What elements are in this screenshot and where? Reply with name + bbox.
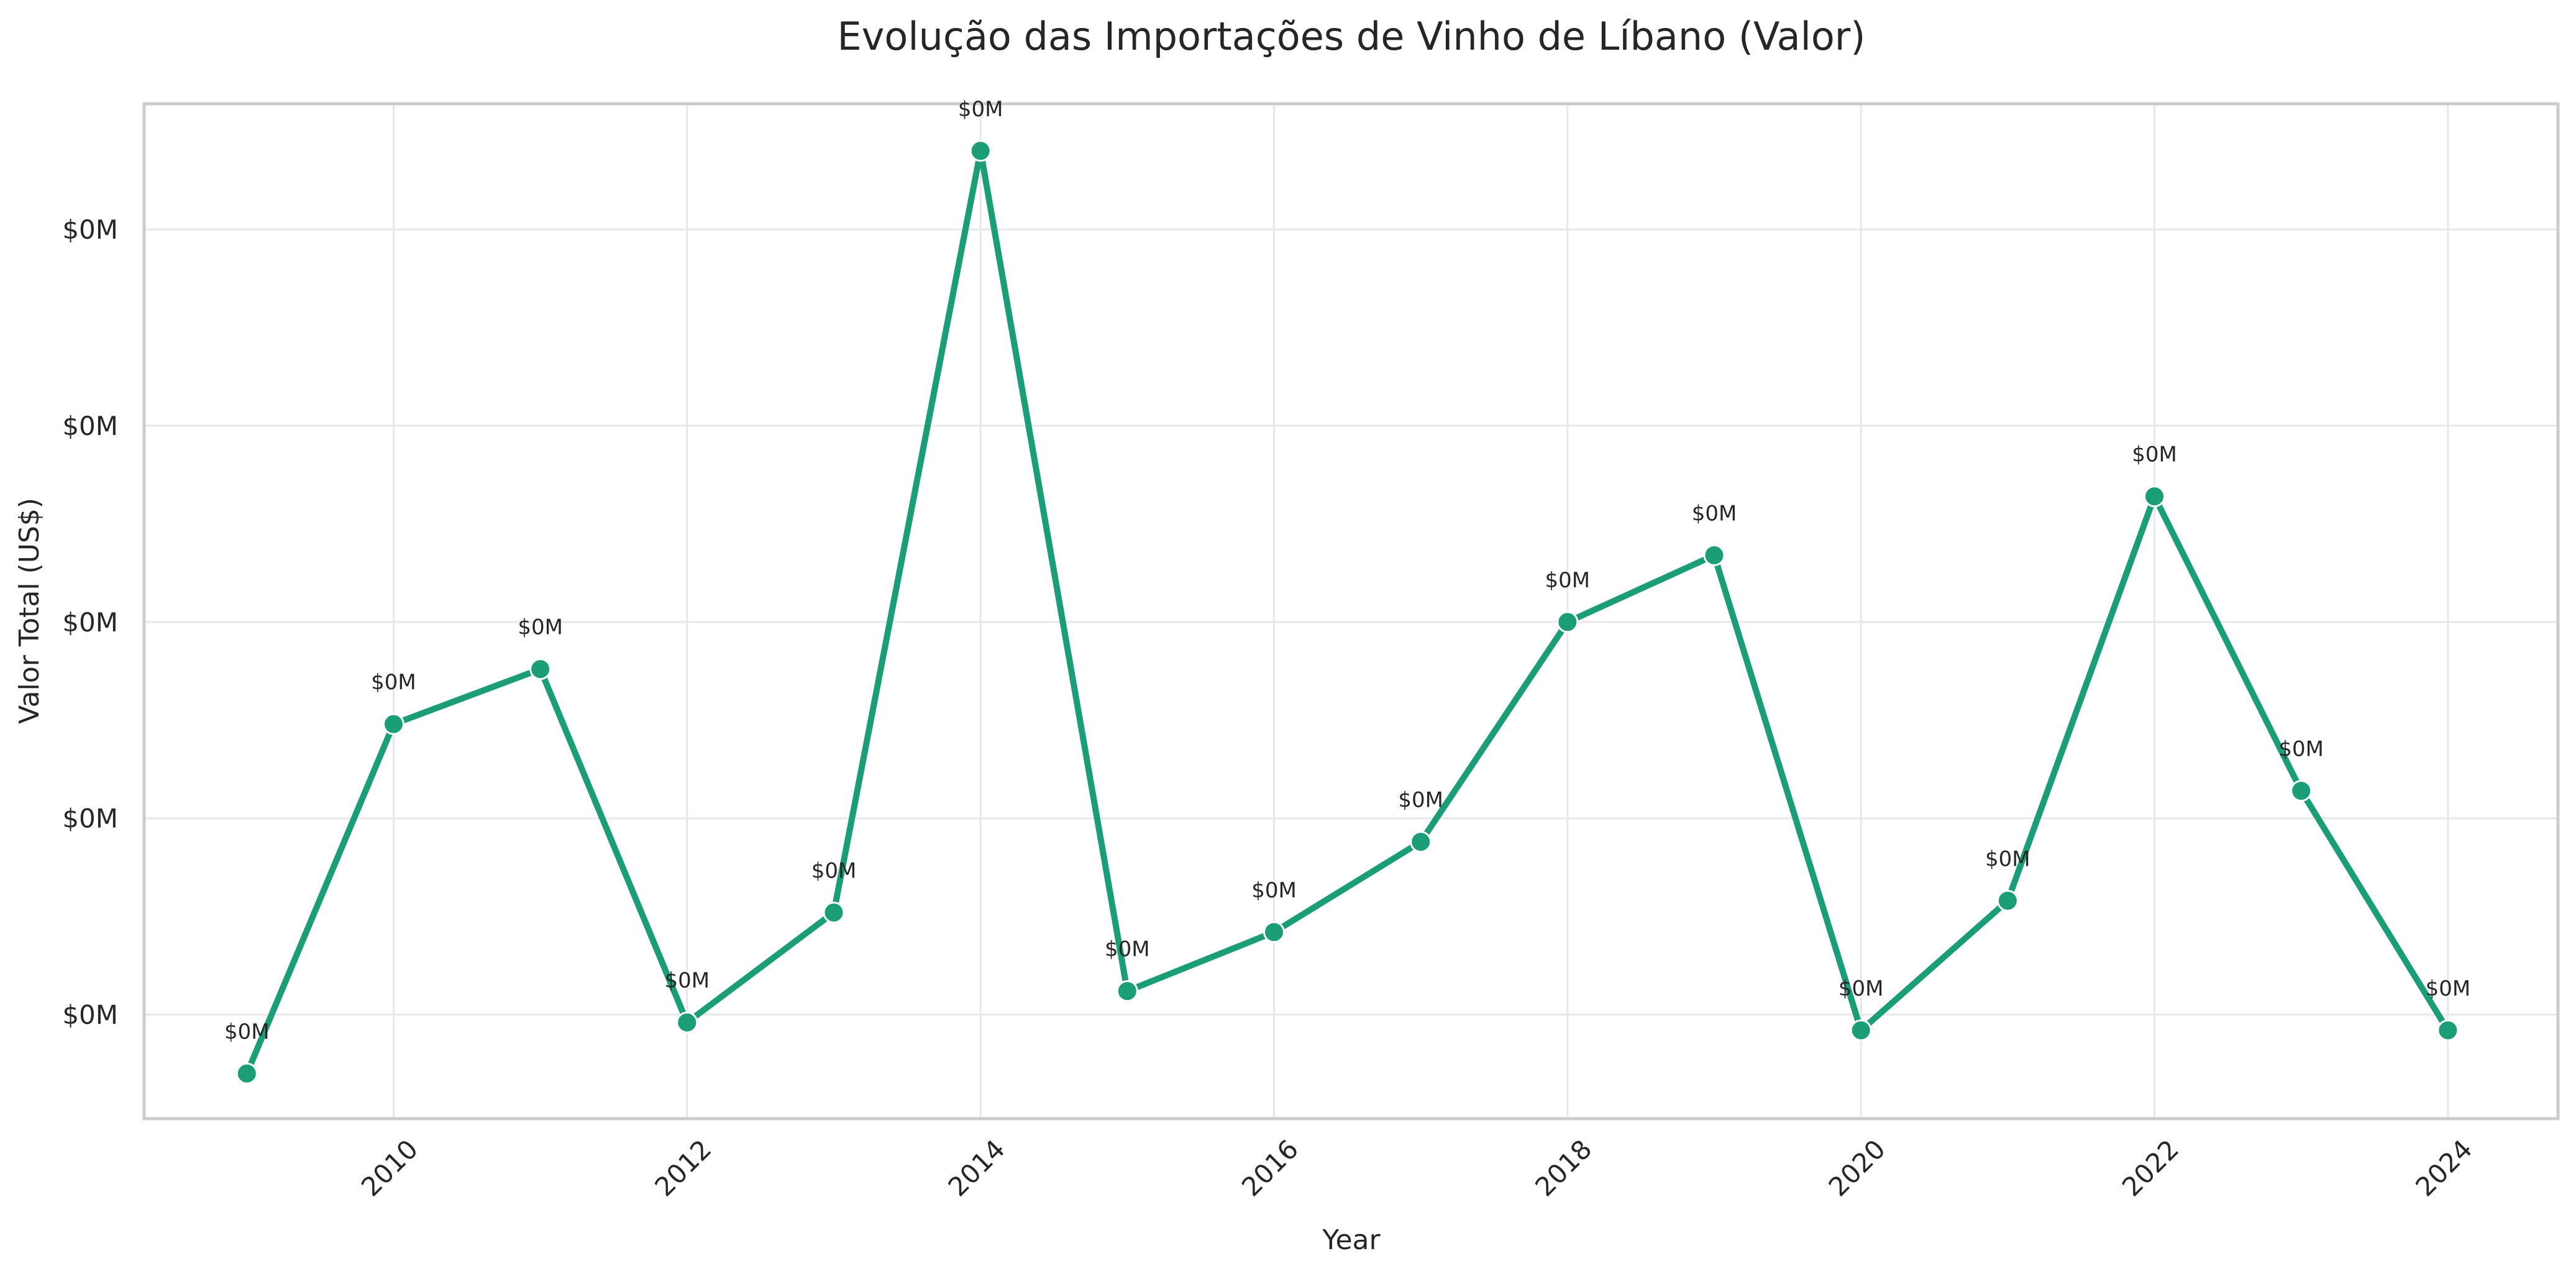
data-point bbox=[2144, 485, 2166, 508]
data-point-label: $0M bbox=[1985, 846, 2030, 871]
data-point-label: $0M bbox=[2132, 442, 2177, 467]
tick-layer: 2010 2012 2014 2016 2018 2020 2022 2024 $0M $0M $0… bbox=[62, 214, 2478, 1202]
data-point bbox=[235, 1062, 258, 1084]
x-tick-label: 2012 bbox=[649, 1134, 717, 1202]
data-point bbox=[1996, 889, 2019, 912]
data-point-label: $0M bbox=[1105, 937, 1150, 962]
data-point bbox=[676, 1011, 698, 1033]
data-point bbox=[1410, 831, 1432, 853]
data-point bbox=[1556, 611, 1579, 633]
data-point bbox=[1116, 980, 1138, 1002]
y-tick-label: $0M bbox=[62, 214, 118, 245]
data-point-label: $0M bbox=[811, 858, 857, 883]
x-axis-label: Year bbox=[1322, 1224, 1381, 1256]
data-point-label: $0M bbox=[1838, 976, 1884, 1001]
data-point bbox=[1850, 1019, 1872, 1042]
data-point-label: $0M bbox=[2278, 737, 2324, 762]
x-tick-label: 2014 bbox=[943, 1134, 1011, 1202]
x-tick-label: 2024 bbox=[2409, 1134, 2478, 1202]
data-point-label: $0M bbox=[665, 968, 710, 993]
data-point-label: $0M bbox=[1545, 568, 1591, 593]
x-tick-label: 2018 bbox=[1529, 1134, 1597, 1202]
data-point-label: $0M bbox=[1398, 788, 1443, 813]
data-point-label: $0M bbox=[1692, 501, 1737, 526]
x-tick-label: 2010 bbox=[355, 1134, 424, 1202]
y-tick-label: $0M bbox=[62, 607, 118, 638]
x-tick-label: 2022 bbox=[2116, 1134, 2185, 1202]
data-point bbox=[2290, 780, 2313, 802]
data-point bbox=[529, 658, 552, 681]
series-layer: $0M $0M $0M $0M $0M $0M $0M $0M $0M $0M $0M $0M $0M $… bbox=[224, 97, 2470, 1084]
data-point bbox=[823, 901, 845, 923]
data-point-label: $0M bbox=[518, 615, 563, 640]
data-point bbox=[969, 140, 992, 162]
chart-title: Evolução das Importações de Vinho de Líb… bbox=[838, 14, 1866, 59]
data-point-label: $0M bbox=[224, 1019, 270, 1044]
data-point bbox=[1263, 921, 1286, 943]
data-point-label: $0M bbox=[2426, 976, 2471, 1001]
data-point bbox=[1703, 544, 1725, 566]
data-point bbox=[382, 713, 404, 735]
data-point-label: $0M bbox=[1251, 878, 1297, 903]
y-tick-label: $0M bbox=[62, 1000, 118, 1030]
grid-layer bbox=[144, 104, 2558, 1119]
data-point-label: $0M bbox=[371, 670, 416, 695]
y-tick-label: $0M bbox=[62, 411, 118, 441]
y-axis-label: Valor Total (US$) bbox=[14, 498, 45, 724]
y-tick-label: $0M bbox=[62, 804, 118, 834]
data-point-label: $0M bbox=[958, 97, 1003, 122]
plot-frame bbox=[142, 102, 2560, 1120]
x-tick-label: 2016 bbox=[1236, 1134, 1304, 1202]
data-point bbox=[2437, 1019, 2459, 1042]
x-tick-label: 2020 bbox=[1823, 1134, 1891, 1202]
series-line bbox=[244, 147, 2451, 1077]
